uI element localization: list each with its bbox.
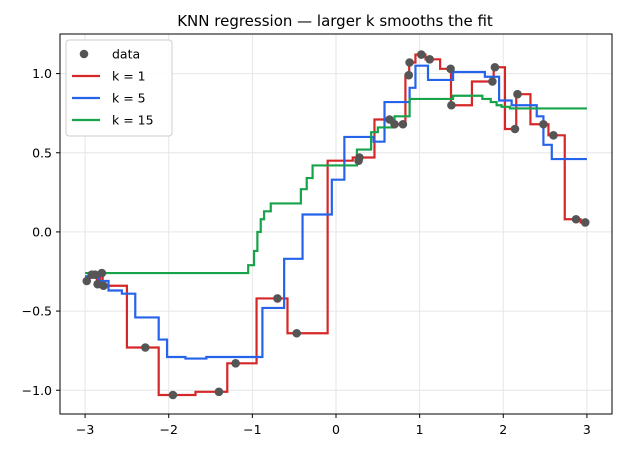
legend: data k = 1 k = 5 k = 15 <box>65 39 173 137</box>
x-tick-label: 0 <box>332 422 340 437</box>
data-point <box>539 119 548 129</box>
data-point <box>405 58 414 67</box>
data-point <box>355 153 364 162</box>
series-line-k-15 <box>85 94 587 275</box>
data-point <box>90 270 100 279</box>
data-point <box>273 294 282 303</box>
y-tick-label: 0.5 <box>32 145 52 160</box>
data-point <box>571 214 581 224</box>
legend-label: k = 1 <box>112 69 146 84</box>
data-point <box>488 77 497 86</box>
data-point <box>214 387 224 397</box>
x-tick-label: −2 <box>160 422 178 437</box>
data-point <box>390 119 399 129</box>
y-tick-label: 0.0 <box>32 224 52 239</box>
y-tick-label: −0.5 <box>22 304 52 319</box>
x-axis: −3 −2 −1 0 1 2 3 <box>76 414 591 437</box>
data-point <box>398 119 408 129</box>
data-point <box>447 100 456 110</box>
legend-box <box>65 39 173 137</box>
data-points <box>82 50 590 400</box>
data-point <box>97 268 107 278</box>
y-tick-label: −1.0 <box>22 383 52 398</box>
data-point <box>513 89 522 99</box>
x-tick-label: 2 <box>499 422 507 437</box>
data-point <box>141 343 150 352</box>
data-point <box>99 281 108 291</box>
data-point <box>490 62 500 72</box>
legend-label: k = 5 <box>112 91 146 106</box>
x-tick-label: −1 <box>243 422 261 437</box>
data-point <box>446 64 455 74</box>
data-point <box>417 50 426 59</box>
y-axis: −1.0 −0.5 0.0 0.5 1.0 <box>22 66 60 398</box>
x-tick-label: −3 <box>76 422 94 437</box>
y-tick-label: 1.0 <box>32 66 52 81</box>
legend-marker-data <box>79 49 89 59</box>
series-line-k-5 <box>85 64 587 360</box>
data-point <box>549 131 558 140</box>
chart-title: KNN regression — larger k smooths the fi… <box>177 12 493 30</box>
data-point <box>292 328 301 338</box>
data-point <box>510 124 520 134</box>
data-point <box>425 55 434 64</box>
legend-label: k = 15 <box>112 113 154 128</box>
data-point <box>580 218 590 227</box>
x-tick-label: 3 <box>583 422 591 437</box>
legend-label: data <box>112 47 140 62</box>
data-point <box>168 390 178 400</box>
data-point <box>82 276 92 286</box>
x-tick-label: 1 <box>416 422 424 437</box>
data-point <box>231 359 240 368</box>
data-point <box>404 70 414 80</box>
